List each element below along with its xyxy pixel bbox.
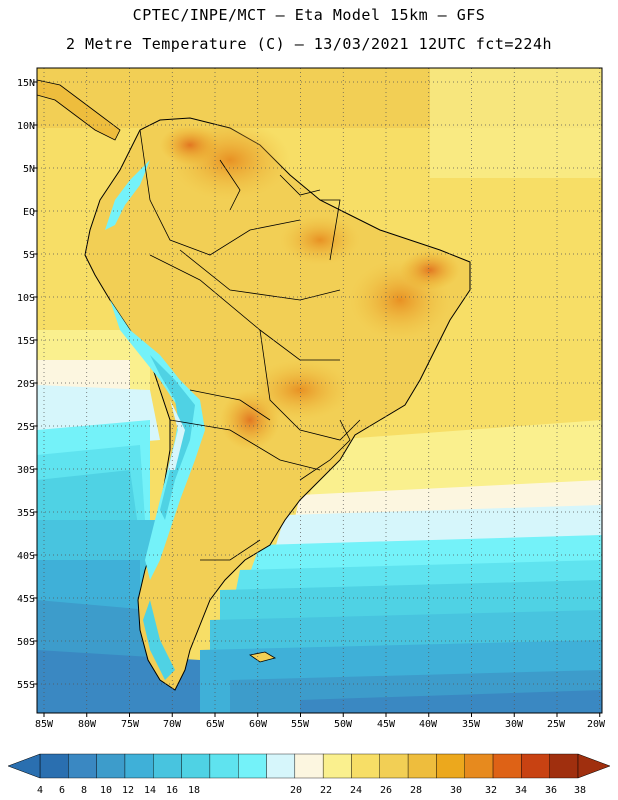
colorbar-box	[407, 753, 437, 779]
lat-label: 10N	[17, 121, 35, 132]
colorbar-tick-label: 30	[450, 785, 462, 796]
colorbar-tick-label: 22	[320, 785, 332, 796]
colorbar-tick-label: 36	[545, 785, 557, 796]
map-frame	[36, 67, 603, 714]
colorbar-box	[464, 753, 494, 779]
colorbar-tick-label: 10	[100, 785, 112, 796]
lon-label: 70W	[163, 719, 182, 730]
lon-label: 30W	[505, 719, 524, 730]
colorbar-box	[153, 753, 182, 779]
latitude-labels: 15N 10N 5N EQ 5S 10S 15S 20S 25S 30S 35S…	[17, 78, 35, 691]
colorbar-tick-label: 38	[574, 785, 586, 796]
central-america	[37, 79, 121, 141]
lat-label: EQ	[23, 207, 35, 218]
colorbar-tick-label: 28	[410, 785, 422, 796]
lon-label: 20W	[587, 719, 606, 730]
colorbar-box	[294, 753, 324, 779]
lon-label: 35W	[462, 719, 481, 730]
colorbar-box	[492, 753, 522, 779]
colorbar-tick-label: 14	[144, 785, 156, 796]
lat-label: 40S	[17, 551, 35, 562]
map-field	[37, 68, 602, 713]
longitude-labels: 85W 80W 75W 70W 65W 60W 55W 50W 45W 40W …	[35, 719, 606, 730]
lon-label: 80W	[78, 719, 97, 730]
lat-label: 30S	[17, 465, 35, 476]
lat-label: 5N	[23, 164, 35, 175]
colorbar-tick-label: 18	[188, 785, 200, 796]
country-borders	[139, 129, 361, 561]
lon-label: 85W	[35, 719, 54, 730]
colorbar-box	[181, 753, 211, 779]
title-line-model: CPTEC/INPE/MCT – Eta Model 15km – GFS	[132, 6, 486, 24]
colorbar-tick-label: 26	[380, 785, 392, 796]
colorbar-tick-label: 24	[350, 785, 362, 796]
colorbar-box	[96, 753, 126, 779]
colorbar-box	[322, 753, 352, 779]
lon-label: 25W	[547, 719, 566, 730]
colorbar-tick-label: 16	[166, 785, 178, 796]
lon-label: 75W	[121, 719, 140, 730]
lon-label: 55W	[291, 719, 310, 730]
colorbar-box	[521, 753, 550, 779]
colorbar-tick-label: 20	[290, 785, 302, 796]
title-line-variable: 2 Metre Temperature (C) – 13/03/2021 12U…	[65, 35, 553, 53]
colorbar-box	[124, 753, 154, 779]
colorbar-tick-label: 12	[122, 785, 134, 796]
colorbar-tick-label: 8	[81, 785, 87, 796]
colorbar-box	[549, 753, 579, 779]
colorbar-box	[351, 753, 380, 779]
lon-label: 65W	[206, 719, 225, 730]
lat-label: 25S	[17, 422, 35, 433]
lat-label: 15S	[17, 336, 35, 347]
colorbar-tick-label: 34	[515, 785, 527, 796]
colorbar-box	[379, 753, 409, 779]
colorbar-high-arrow	[577, 753, 611, 779]
colorbar-low-arrow	[7, 753, 41, 779]
lat-label: 45S	[17, 594, 35, 605]
colorbar-tick-label: 32	[485, 785, 497, 796]
colorbar-labels: 4 6 8 10 12 14 16 18 20 22 24 26 28 30 3…	[37, 785, 586, 796]
lat-label: 10S	[17, 293, 35, 304]
lat-label: 35S	[17, 508, 35, 519]
colorbar-box	[68, 753, 97, 779]
lat-label: 20S	[17, 379, 35, 390]
colorbar-box	[39, 753, 69, 779]
colorbar: 4 6 8 10 12 14 16 18 20 22 24 26 28 30 3…	[7, 753, 611, 796]
lat-label: 55S	[17, 680, 35, 691]
colorbar-box	[266, 753, 296, 779]
lat-label: 15N	[17, 78, 35, 89]
lon-label: 40W	[419, 719, 438, 730]
falkland-islands	[249, 651, 277, 663]
colorbar-tick-label: 4	[37, 785, 43, 796]
colorbar-boxes	[39, 753, 579, 779]
colorbar-box	[238, 753, 267, 779]
lon-label: 50W	[334, 719, 353, 730]
temperature-map: 15N 10N 5N EQ 5S 10S 15S 20S 25S 30S 35S…	[17, 67, 606, 730]
lat-label: 50S	[17, 637, 35, 648]
colorbar-box	[209, 753, 239, 779]
lon-label: 45W	[377, 719, 396, 730]
lon-label: 60W	[249, 719, 268, 730]
colorbar-box	[436, 753, 465, 779]
axis-ticks	[33, 81, 601, 717]
colorbar-tick-label: 6	[59, 785, 65, 796]
lat-label: 5S	[23, 250, 35, 261]
